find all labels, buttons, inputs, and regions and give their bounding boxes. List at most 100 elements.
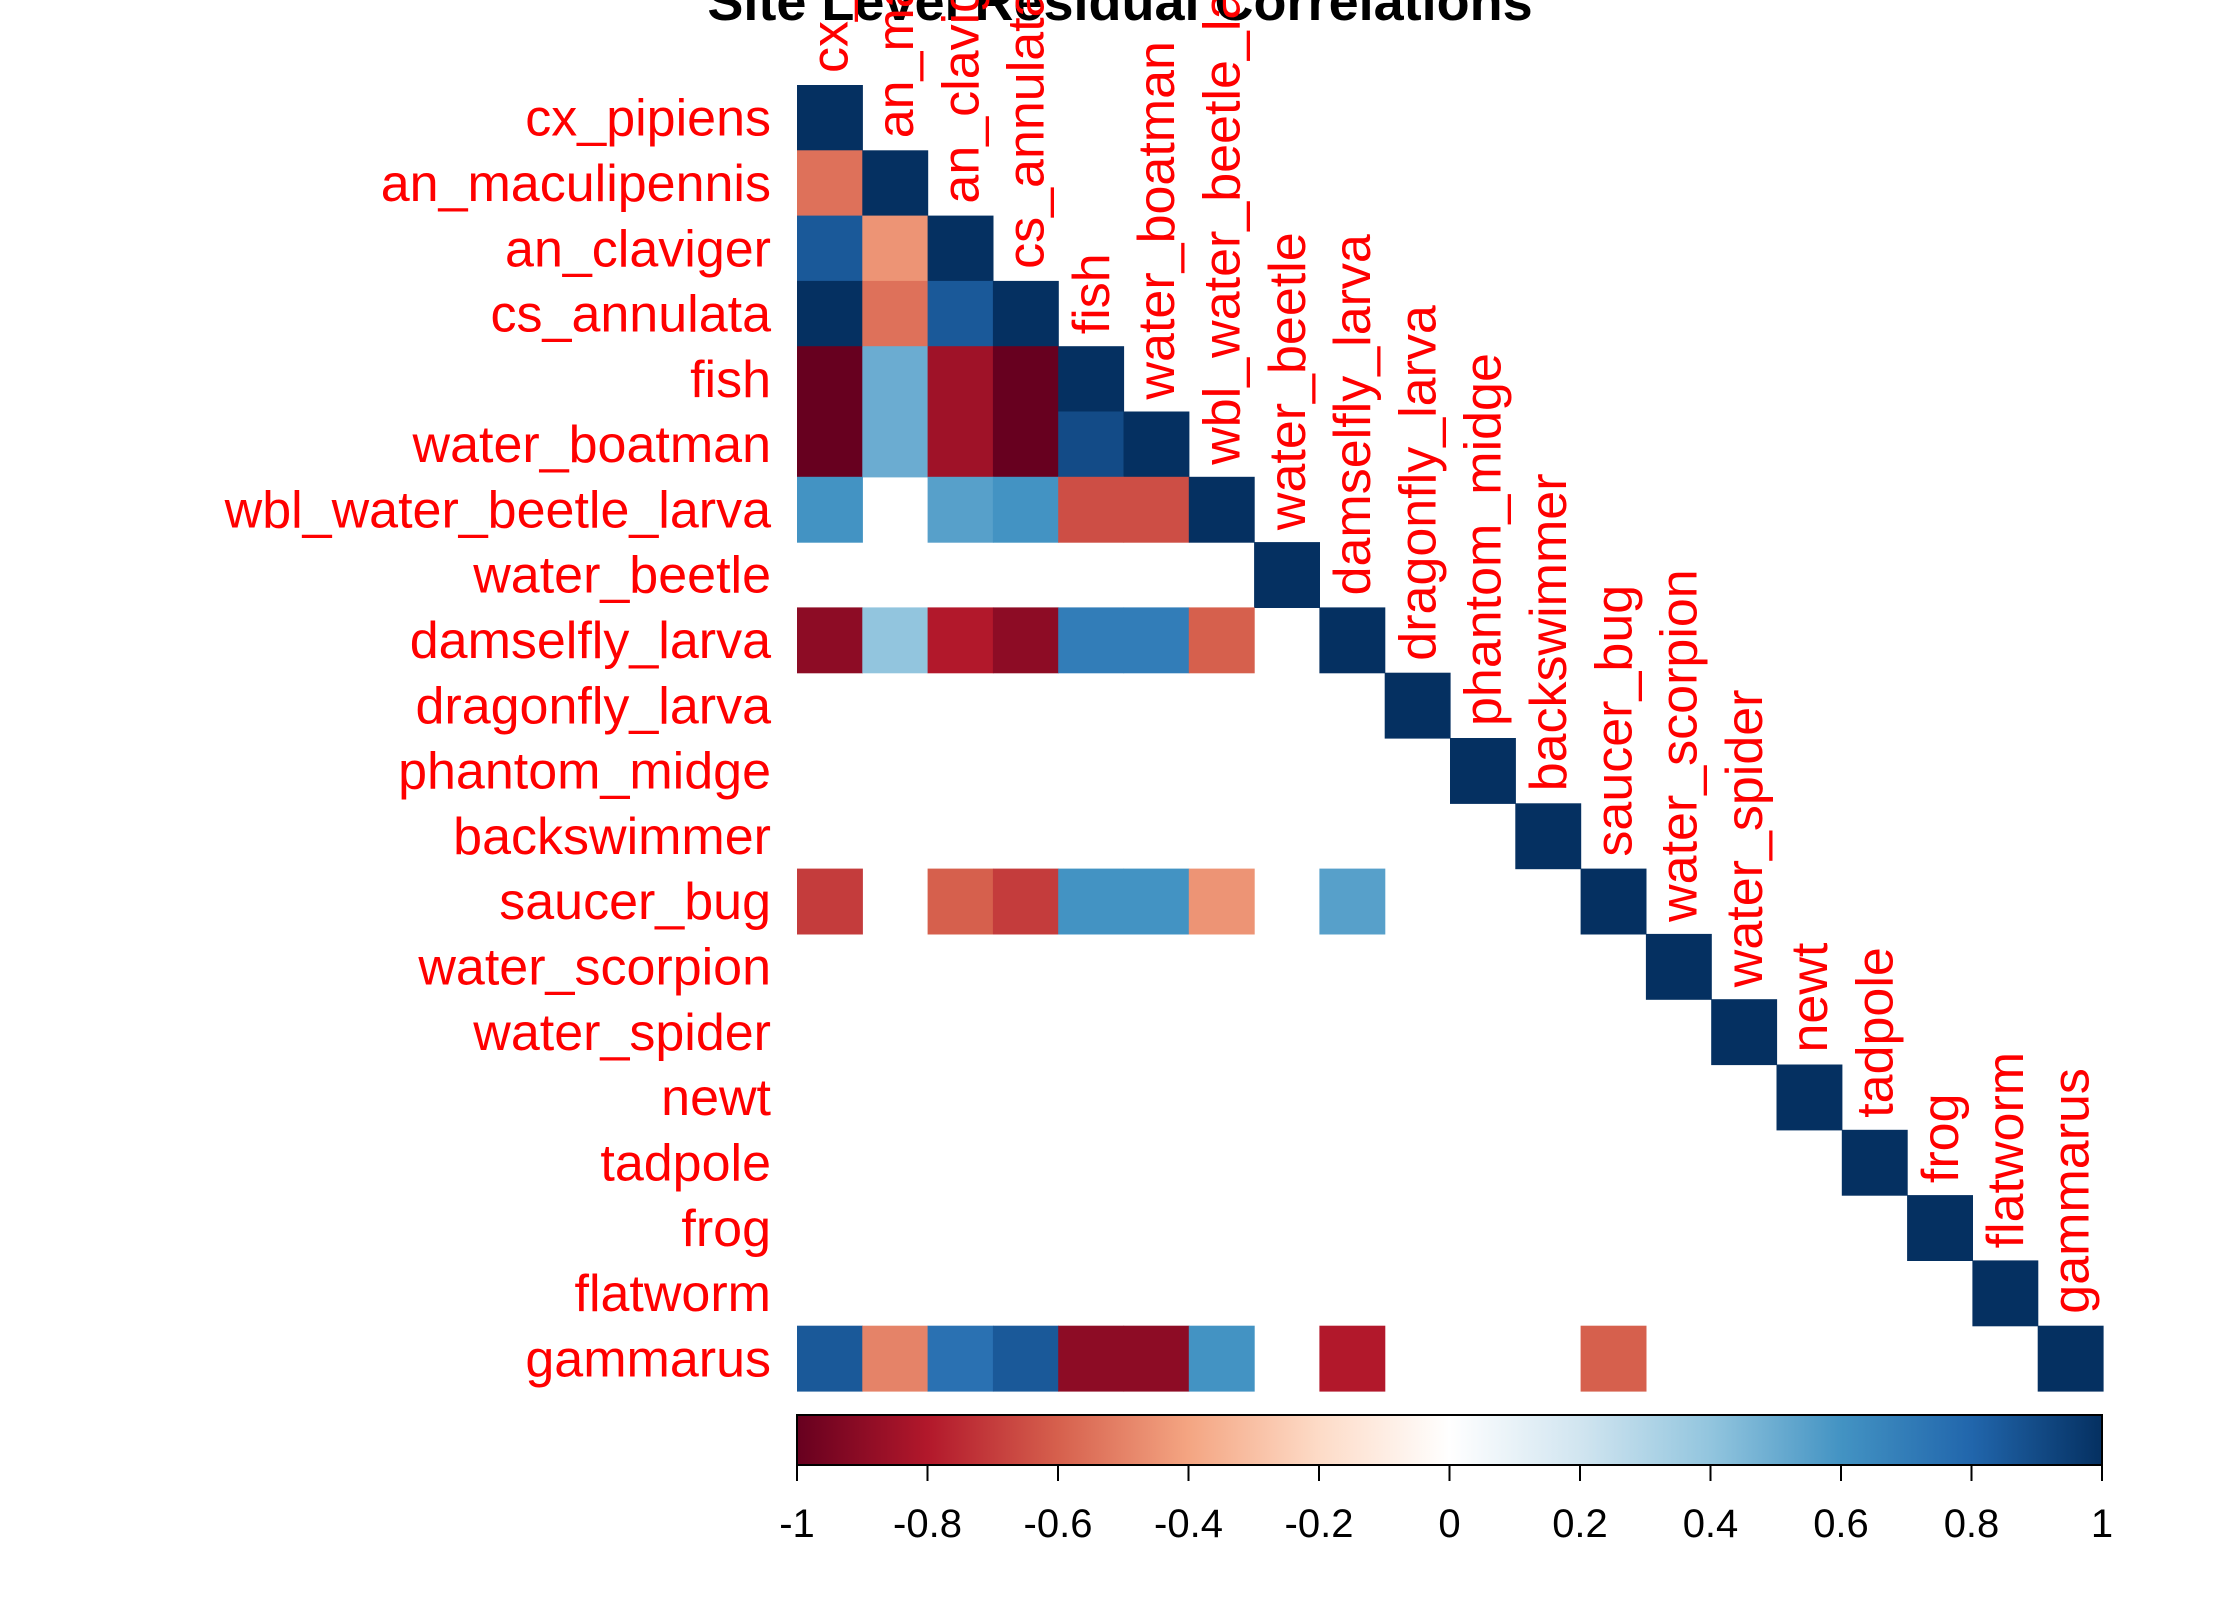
heatmap-cell-wbl_water_beetle_larva-wbl_water_beetle_larva bbox=[1188, 476, 1255, 543]
row-label-frog: frog bbox=[681, 1200, 771, 1258]
row-label-phantom_midge: phantom_midge bbox=[398, 743, 771, 801]
heatmap-cell-saucer_bug-fish bbox=[1058, 868, 1125, 935]
heatmap-cell-dragonfly_larva-dragonfly_larva bbox=[1384, 672, 1451, 739]
legend-tick-label: -0.6 bbox=[1024, 1502, 1093, 1546]
heatmap-cell-gammarus-saucer_bug bbox=[1580, 1325, 1647, 1392]
legend-tick-label: -0.2 bbox=[1285, 1502, 1354, 1546]
heatmap-cell-wbl_water_beetle_larva-an_claviger bbox=[927, 476, 994, 543]
heatmap-cell-damselfly_larva-an_claviger bbox=[927, 607, 994, 674]
heatmap-cell-water_boatman-cx_pipiens bbox=[797, 411, 863, 478]
row-label-water_spider: water_spider bbox=[472, 1004, 771, 1062]
column-label-fish: fish bbox=[1063, 253, 1121, 334]
row-label-water_boatman: water_boatman bbox=[412, 416, 771, 474]
row-label-cs_annulata: cs_annulata bbox=[491, 286, 772, 344]
heatmap-cell-water_spider-water_spider bbox=[1711, 999, 1778, 1066]
row-label-gammarus: gammarus bbox=[525, 1330, 771, 1388]
row-label-cx_pipiens: cx_pipiens bbox=[525, 90, 771, 148]
row-label-tadpole: tadpole bbox=[600, 1135, 771, 1193]
row-label-an_claviger: an_claviger bbox=[505, 220, 771, 278]
column-label-an_claviger: an_claviger bbox=[932, 0, 990, 204]
column-label-water_boatman: water_boatman bbox=[1128, 41, 1186, 400]
column-label-water_beetle: water_beetle bbox=[1259, 232, 1317, 531]
column-labels: cx_pipiensan_maculipennisan_clavigercs_a… bbox=[802, 0, 2101, 1314]
heatmap-cell-gammarus-an_maculipennis bbox=[862, 1325, 929, 1392]
row-label-an_maculipennis: an_maculipennis bbox=[381, 155, 771, 213]
heatmap-cell-wbl_water_beetle_larva-water_boatman bbox=[1123, 476, 1190, 543]
heatmap-cell-fish-cx_pipiens bbox=[797, 346, 863, 413]
column-label-dragonfly_larva: dragonfly_larva bbox=[1389, 305, 1447, 661]
row-label-damselfly_larva: damselfly_larva bbox=[410, 612, 771, 670]
legend-tick-label: 0.4 bbox=[1683, 1502, 1739, 1546]
heatmap-cell-gammarus-cx_pipiens bbox=[797, 1325, 863, 1392]
heatmap-cell-gammarus-wbl_water_beetle_larva bbox=[1188, 1325, 1255, 1392]
heatmap-cell-water_boatman-fish bbox=[1058, 411, 1125, 478]
heatmap-cell-gammarus-cs_annulata bbox=[992, 1325, 1059, 1392]
legend-tick-label: 0.6 bbox=[1813, 1502, 1869, 1546]
heatmap-cell-damselfly_larva-water_boatman bbox=[1123, 607, 1190, 674]
heatmap-cell-an_maculipennis-an_maculipennis bbox=[862, 150, 929, 217]
row-label-water_scorpion: water_scorpion bbox=[417, 939, 771, 997]
heatmap-cell-cs_annulata-an_claviger bbox=[927, 280, 994, 347]
column-label-frog: frog bbox=[1912, 1093, 1970, 1183]
heatmap-cell-saucer_bug-an_claviger bbox=[927, 868, 994, 935]
heatmap-cell-fish-cs_annulata bbox=[992, 346, 1059, 413]
heatmap-cell-saucer_bug-cs_annulata bbox=[992, 868, 1059, 935]
heatmap-cell-damselfly_larva-an_maculipennis bbox=[862, 607, 929, 674]
heatmap-cell-gammarus-damselfly_larva bbox=[1319, 1325, 1386, 1392]
heatmap-cell-saucer_bug-saucer_bug bbox=[1580, 868, 1647, 935]
row-label-water_beetle: water_beetle bbox=[472, 547, 771, 605]
column-label-water_scorpion: water_scorpion bbox=[1651, 569, 1709, 923]
heatmap-cell-water_boatman-water_boatman bbox=[1123, 411, 1190, 478]
heatmap-cell-cx_pipiens-cx_pipiens bbox=[797, 85, 863, 151]
heatmap-cell-tadpole-tadpole bbox=[1841, 1129, 1908, 1196]
row-label-dragonfly_larva: dragonfly_larva bbox=[415, 677, 771, 735]
heatmap-cell-fish-fish bbox=[1058, 346, 1125, 413]
column-label-cx_pipiens: cx_pipiens bbox=[802, 0, 860, 73]
heatmap-cell-flatworm-flatworm bbox=[1972, 1260, 2039, 1327]
legend-tick-label: -0.8 bbox=[893, 1502, 962, 1546]
column-label-cs_annulata: cs_annulata bbox=[998, 0, 1056, 269]
heatmap-cell-damselfly_larva-cs_annulata bbox=[992, 607, 1059, 674]
heatmap-cell-water_boatman-an_claviger bbox=[927, 411, 994, 478]
heatmap-cell-backswimmer-backswimmer bbox=[1515, 803, 1582, 870]
heatmap-cell-gammarus-fish bbox=[1058, 1325, 1125, 1392]
legend-tick-label: 0.2 bbox=[1552, 1502, 1608, 1546]
heatmap-cell-fish-an_claviger bbox=[927, 346, 994, 413]
row-label-fish: fish bbox=[690, 351, 771, 409]
heatmap-cell-saucer_bug-damselfly_larva bbox=[1319, 868, 1386, 935]
row-label-newt: newt bbox=[661, 1069, 771, 1127]
heatmap-cell-gammarus-water_boatman bbox=[1123, 1325, 1190, 1392]
heatmap-cell-cs_annulata-cx_pipiens bbox=[797, 280, 863, 347]
heatmap-cell-damselfly_larva-fish bbox=[1058, 607, 1125, 674]
column-label-tadpole: tadpole bbox=[1847, 947, 1905, 1118]
column-label-phantom_midge: phantom_midge bbox=[1455, 353, 1513, 726]
column-label-gammarus: gammarus bbox=[2042, 1068, 2100, 1314]
heatmap-cell-an_maculipennis-cx_pipiens bbox=[797, 150, 863, 217]
heatmap-cell-cs_annulata-an_maculipennis bbox=[862, 280, 929, 347]
legend-tick-label: 0 bbox=[1438, 1502, 1460, 1546]
column-label-wbl_water_beetle_larva: wbl_water_beetle_larva bbox=[1194, 0, 1252, 466]
heatmap-cell-gammarus-gammarus bbox=[2037, 1325, 2104, 1392]
heatmap-cell-newt-newt bbox=[1776, 1064, 1843, 1131]
legend-tick-label: -0.4 bbox=[1154, 1502, 1223, 1546]
heatmap-cell-fish-an_maculipennis bbox=[862, 346, 929, 413]
chart-title: Site Level Residual Correlations bbox=[707, 0, 1532, 32]
heatmap-cell-water_boatman-cs_annulata bbox=[992, 411, 1059, 478]
heatmap-cell-cs_annulata-cs_annulata bbox=[992, 280, 1059, 347]
row-label-backswimmer: backswimmer bbox=[453, 808, 771, 866]
heatmap-cell-wbl_water_beetle_larva-fish bbox=[1058, 476, 1125, 543]
row-label-wbl_water_beetle_larva: wbl_water_beetle_larva bbox=[224, 481, 771, 539]
row-labels: cx_pipiens an_maculipennis an_claviger cs_a… bbox=[224, 90, 772, 1389]
heatmap-cell-wbl_water_beetle_larva-cx_pipiens bbox=[797, 476, 863, 543]
heatmap-cell-an_claviger-an_claviger bbox=[927, 215, 994, 282]
heatmap-cell-saucer_bug-wbl_water_beetle_larva bbox=[1188, 868, 1255, 935]
heatmap-cell-saucer_bug-cx_pipiens bbox=[797, 868, 863, 935]
heatmap-cell-an_claviger-cx_pipiens bbox=[797, 215, 863, 282]
column-label-backswimmer: backswimmer bbox=[1520, 473, 1578, 791]
legend-tick-label: -1 bbox=[779, 1502, 815, 1546]
heatmap-cell-saucer_bug-water_boatman bbox=[1123, 868, 1190, 935]
heatmap-cell-damselfly_larva-wbl_water_beetle_larva bbox=[1188, 607, 1255, 674]
column-label-damselfly_larva: damselfly_larva bbox=[1324, 234, 1382, 595]
heatmap-cell-water_beetle-water_beetle bbox=[1254, 542, 1320, 608]
